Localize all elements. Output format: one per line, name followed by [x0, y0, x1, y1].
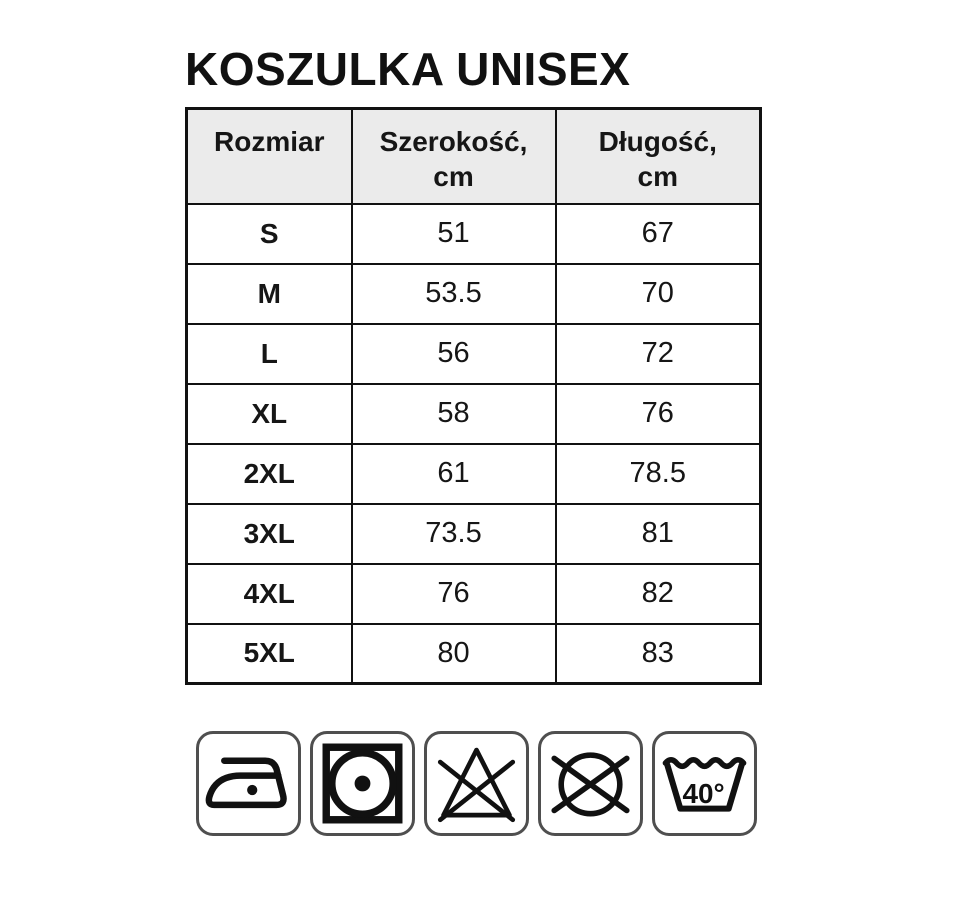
length-cell: 78.5 — [554, 442, 762, 505]
tumble-dry-icon — [310, 731, 415, 836]
width-cell: 80 — [350, 622, 557, 685]
length-cell: 82 — [554, 562, 762, 625]
length-cell: 83 — [554, 622, 762, 685]
width-cell: 61 — [350, 442, 557, 505]
header-line: cm — [637, 161, 678, 192]
table-row: 2XL 61 78.5 — [185, 442, 762, 505]
width-cell: 51 — [350, 202, 557, 265]
width-cell: 73.5 — [350, 502, 557, 565]
size-cell: 5XL — [185, 622, 353, 685]
table-row: 3XL 73.5 81 — [185, 502, 762, 565]
size-cell: XL — [185, 382, 353, 445]
header-line: Długość, — [598, 126, 717, 157]
wash-40-icon: 40° — [652, 731, 757, 836]
width-cell: 56 — [350, 322, 557, 385]
header-line: Rozmiar — [214, 126, 325, 157]
size-cell: S — [185, 202, 353, 265]
table-row: M 53.5 70 — [185, 262, 762, 325]
page-title: KOSZULKA UNISEX — [185, 43, 631, 95]
table-row: XL 58 76 — [185, 382, 762, 445]
size-cell: L — [185, 322, 353, 385]
table-row: S 51 67 — [185, 202, 762, 265]
do-not-bleach-icon — [424, 731, 529, 836]
column-header-length: Długość, cm — [554, 107, 762, 205]
width-cell: 53.5 — [350, 262, 557, 325]
length-cell: 72 — [554, 322, 762, 385]
width-cell: 76 — [350, 562, 557, 625]
size-cell: 3XL — [185, 502, 353, 565]
wash-temp-label: 40° — [682, 778, 724, 809]
table-header-row: Rozmiar Szerokość, cm Długość, cm — [185, 107, 762, 205]
table-row: L 56 72 — [185, 322, 762, 385]
table-row: 5XL 80 83 — [185, 622, 762, 685]
header-line — [188, 159, 351, 194]
size-cell: 2XL — [185, 442, 353, 505]
length-cell: 81 — [554, 502, 762, 565]
table-row: 4XL 76 82 — [185, 562, 762, 625]
care-icons-row: 40° — [196, 731, 960, 836]
length-cell: 76 — [554, 382, 762, 445]
size-table: Rozmiar Szerokość, cm Długość, cm S 51 6… — [185, 107, 762, 685]
column-header-width: Szerokość, cm — [350, 107, 557, 205]
header-line: Szerokość, — [379, 126, 528, 157]
length-cell: 70 — [554, 262, 762, 325]
header-line: cm — [433, 161, 474, 192]
length-cell: 67 — [554, 202, 762, 265]
size-cell: 4XL — [185, 562, 353, 625]
width-cell: 58 — [350, 382, 557, 445]
column-header-size: Rozmiar — [185, 107, 353, 205]
do-not-dry-clean-icon — [538, 731, 643, 836]
size-cell: M — [185, 262, 353, 325]
size-chart-page: KOSZULKA UNISEX Rozmiar Szerokość, cm Dł… — [185, 43, 960, 836]
iron-icon — [196, 731, 301, 836]
